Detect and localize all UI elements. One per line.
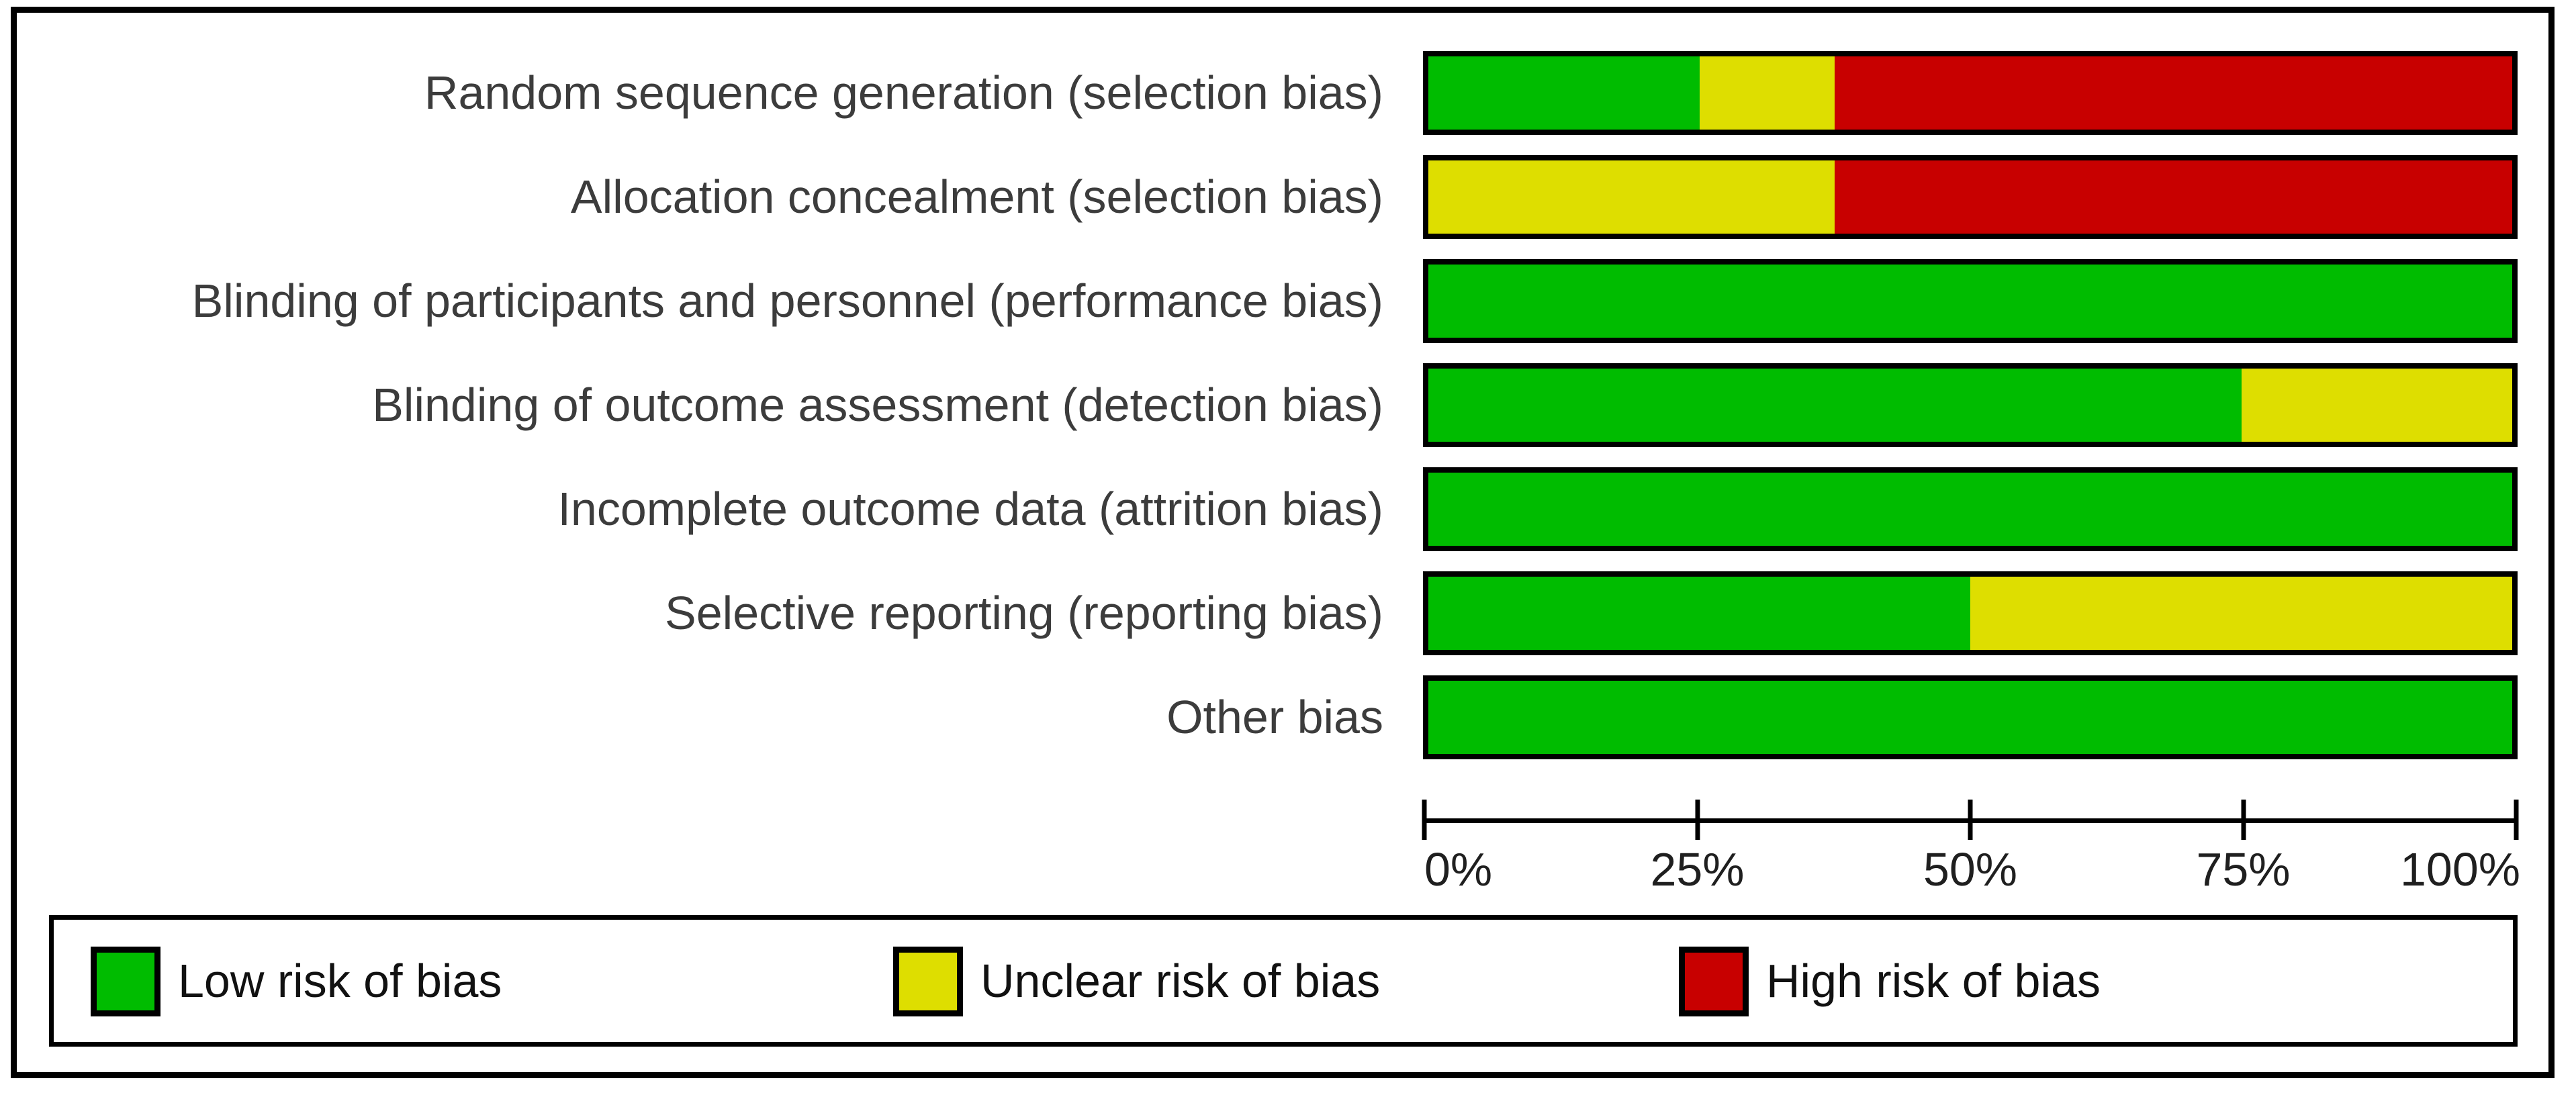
bar-segment-low-risk (1428, 577, 1970, 650)
legend-label: Low risk of bias (178, 955, 502, 1007)
x-axis-tick (1422, 800, 1427, 840)
risk-of-bias-figure: Random sequence generation (selection bi… (11, 7, 2555, 1078)
legend-swatch-low-risk (91, 947, 160, 1016)
bar-segment-unclear-risk (1970, 577, 2512, 650)
bar-segment-low-risk (1428, 681, 2512, 754)
legend-swatch-high-risk (1679, 947, 1749, 1016)
bar-segment-low-risk (1428, 473, 2512, 546)
bar-segment-unclear-risk (2241, 369, 2512, 442)
row-label: Selective reporting (reporting bias) (665, 587, 1383, 639)
row-label: Incomplete outcome data (attrition bias) (557, 483, 1383, 535)
bar-segment-low-risk (1428, 369, 2242, 442)
legend-label: Unclear risk of bias (980, 955, 1381, 1007)
x-axis-tick-label: 25% (1650, 843, 1745, 896)
stacked-bar (1423, 259, 2518, 343)
row-label: Allocation concealment (selection bias) (570, 171, 1383, 223)
x-axis-tick (1968, 800, 1973, 840)
stacked-bar (1423, 467, 2518, 551)
legend-label: High risk of bias (1766, 955, 2101, 1007)
x-axis-tick (2241, 800, 2246, 840)
x-axis-tick-label: 75% (2196, 843, 2291, 896)
bar-segment-low-risk (1428, 265, 2512, 338)
x-axis-tick-label: 100% (2399, 843, 2520, 896)
bar-segment-unclear-risk (1428, 160, 1835, 234)
stacked-bar (1423, 675, 2518, 759)
x-axis-tick-label: 0% (1424, 843, 1493, 896)
stacked-bar (1423, 571, 2518, 655)
x-axis-tick-label: 50% (1923, 843, 2018, 896)
x-axis: 0% 25% 50% 75% 100% (1422, 800, 2520, 907)
x-axis-tick (1695, 800, 1700, 840)
bar-segment-low-risk (1428, 56, 1700, 130)
bar-segment-unclear-risk (1699, 56, 1835, 130)
stacked-bar (1423, 51, 2518, 135)
row-label: Blinding of outcome assessment (detectio… (372, 379, 1383, 431)
bar-segment-high-risk (1835, 160, 2512, 234)
row-label: Random sequence generation (selection bi… (424, 66, 1383, 119)
row-label: Other bias (1166, 691, 1383, 743)
stacked-bar (1423, 155, 2518, 239)
stacked-bar (1423, 363, 2518, 447)
x-axis-tick (2514, 800, 2519, 840)
bar-segment-high-risk (1835, 56, 2512, 130)
legend-swatch-unclear-risk (893, 947, 963, 1016)
legend-box: Low risk of bias Unclear risk of bias High… (49, 915, 2518, 1047)
row-label: Blinding of participants and personnel (… (191, 275, 1383, 327)
